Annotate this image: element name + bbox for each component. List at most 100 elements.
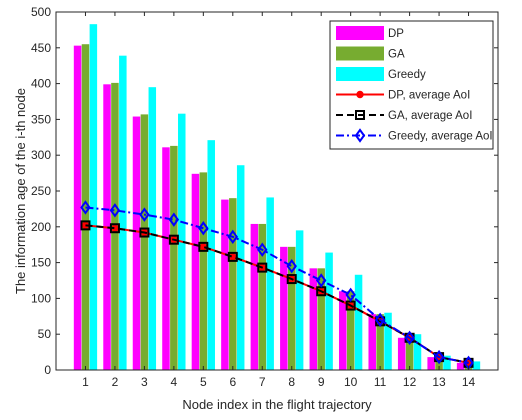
point-greedy-average-aoi-2: [109, 203, 121, 218]
point-greedy-average-aoi-6: [227, 229, 239, 245]
y-tick-label-0: 0: [44, 363, 51, 377]
point-greedy-average-aoi-4: [168, 212, 180, 227]
line-group: [80, 200, 474, 371]
y-tick-label-250: 250: [31, 184, 51, 198]
y-tick-label-350: 350: [31, 112, 51, 126]
legend-swatch-greedy: [336, 67, 384, 81]
bar-greedy-11: [384, 312, 392, 370]
y-tick-label-100: 100: [31, 291, 51, 305]
point-ga-average-aoi-8: [286, 274, 297, 285]
x-tick-label-2: 2: [112, 375, 119, 389]
legend-swatch-dp: [336, 26, 384, 40]
x-tick-label-3: 3: [141, 375, 148, 389]
y-tick-label-400: 400: [31, 77, 51, 91]
x-tick-label-8: 8: [288, 375, 295, 389]
point-ga-average-aoi-6: [227, 251, 238, 262]
x-tick-label-6: 6: [229, 375, 236, 389]
bar-dp-9: [309, 268, 318, 370]
x-tick-label-12: 12: [403, 375, 417, 389]
point-ga-average-aoi-1: [80, 220, 91, 231]
bar-dp-5: [191, 173, 200, 370]
legend-label-dp: DP: [388, 28, 404, 40]
bar-greedy-5: [207, 140, 215, 370]
x-axis: 1 2 3 4 5 6 7 8 9 10 11 12 13 14: [82, 12, 476, 389]
x-tick-label-1: 1: [82, 375, 89, 389]
legend-marker-greedy-average-aoi: [354, 128, 366, 143]
bar-dp-8: [280, 246, 288, 370]
x-tick-label-11: 11: [374, 375, 387, 389]
point-greedy-average-aoi-12: [404, 330, 415, 345]
point-ga-average-aoi-4: [168, 234, 179, 245]
point-greedy-average-aoi-13: [433, 349, 445, 365]
y-tick-label-50: 50: [38, 327, 52, 341]
bar-dp-11: [368, 314, 376, 370]
line-greedy-average-aoi: [85, 206, 469, 364]
x-tick-label-4: 4: [171, 375, 178, 389]
bar-ga-4: [170, 145, 178, 370]
point-greedy-average-aoi-10: [345, 287, 356, 303]
bar-greedy-2: [119, 55, 127, 371]
bar-ga-7: [258, 223, 267, 370]
y-tick-label-300: 300: [31, 148, 51, 162]
legend-box: [329, 20, 494, 150]
bar-greedy-9: [325, 252, 333, 370]
y-axis: 0 50 100 150 200 250 300 350 400 450 500: [31, 5, 498, 377]
bar-ga-11: [376, 314, 384, 370]
legend-marker-dp-average-aoi: [356, 90, 364, 99]
bar-ga-5: [199, 172, 208, 370]
y-tick-label-450: 450: [31, 41, 51, 55]
legend-swatch-ga: [336, 46, 384, 61]
y-axis-label: The information age of the i-th node: [13, 88, 28, 294]
point-ga-average-aoi-7: [257, 262, 268, 273]
legend-marker-ga-average-aoi: [355, 110, 365, 120]
x-tick-label-7: 7: [259, 375, 266, 389]
point-greedy-average-aoi-8: [286, 258, 297, 274]
bar-greedy-3: [148, 87, 157, 371]
bar-greedy-12: [413, 334, 422, 370]
legend-label-greedy-average-aoi: Greedy, average AoI: [388, 131, 493, 143]
bar-greedy-1: [89, 24, 98, 371]
bar-dp-1: [73, 45, 82, 370]
bar-ga-8: [287, 246, 296, 370]
bar-dp-14: [456, 362, 465, 370]
legend-label-ga: GA: [388, 49, 405, 61]
bar-greedy-8: [295, 230, 304, 370]
x-tick-label-5: 5: [200, 375, 207, 389]
bar-ga-3: [140, 114, 149, 370]
bar-ga-6: [229, 198, 237, 370]
point-greedy-average-aoi-9: [315, 273, 327, 288]
bar-dp-10: [339, 291, 347, 370]
bar-ga-9: [317, 268, 325, 370]
point-ga-average-aoi-5: [198, 241, 209, 252]
x-tick-label-10: 10: [344, 375, 358, 389]
bar-greedy-6: [236, 165, 245, 370]
legend-label-greedy: Greedy: [388, 69, 426, 81]
bar-greedy-14: [472, 361, 481, 370]
x-tick-label-13: 13: [432, 375, 446, 389]
point-ga-average-aoi-2: [109, 223, 120, 234]
line-ga-average-aoi: [85, 224, 469, 364]
bar-dp-12: [397, 337, 406, 370]
bar-dp-13: [427, 357, 435, 370]
point-greedy-average-aoi-7: [257, 242, 268, 257]
legend-label-dp-average-aoi: DP, average AoI: [388, 90, 470, 102]
point-greedy-average-aoi-11: [374, 312, 386, 328]
y-tick-label-500: 500: [31, 5, 51, 19]
bar-dp-3: [132, 116, 141, 370]
legend: DP GA Greedy DP, average AoI GA, average AoI…: [329, 20, 494, 150]
bar-greedy-13: [443, 355, 451, 370]
point-greedy-average-aoi-1: [80, 200, 91, 215]
x-tick-label-9: 9: [318, 375, 325, 389]
x-tick-label-14: 14: [462, 375, 476, 389]
point-ga-average-aoi-3: [139, 227, 150, 238]
point-greedy-average-aoi-3: [139, 207, 150, 222]
bar-greedy-7: [266, 197, 274, 370]
y-tick-label-150: 150: [31, 256, 51, 270]
bar-ga-1: [81, 44, 90, 370]
y-tick-label-200: 200: [31, 220, 51, 234]
bar-greedy-10: [354, 274, 363, 370]
point-greedy-average-aoi-5: [198, 221, 209, 236]
x-axis-label: Node index in the flight trajectory: [182, 397, 372, 412]
